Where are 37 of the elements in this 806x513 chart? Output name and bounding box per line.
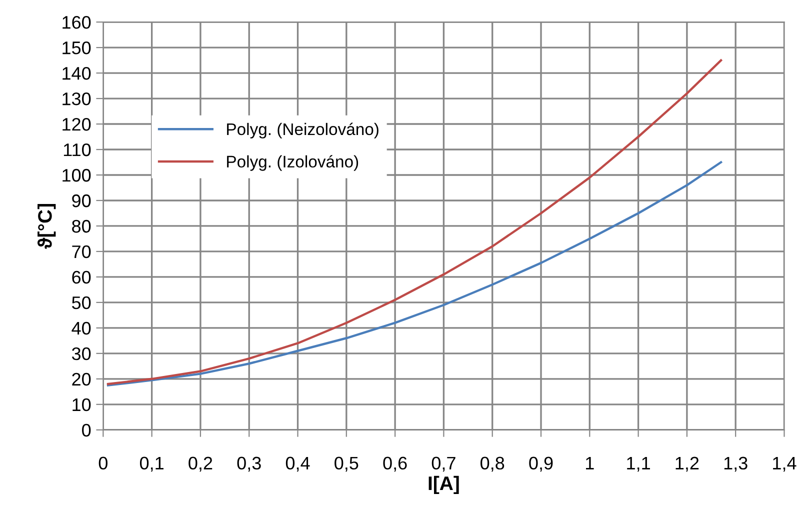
x-tick-label: 0,7 [432, 456, 456, 472]
x-tick-label: 0,2 [188, 456, 212, 472]
x-tick-label: 0,6 [383, 456, 407, 472]
y-tick-label: 60 [72, 270, 91, 284]
x-tick-label: 0,3 [237, 456, 261, 472]
y-tick-label: 20 [72, 372, 91, 386]
y-tick-label: 130 [62, 92, 91, 106]
y-tick-label: 120 [62, 118, 91, 131]
x-axis-title: I[A] [428, 476, 459, 494]
x-tick-label: 0,5 [334, 456, 358, 472]
y-tick-label: 90 [72, 194, 91, 208]
x-tick-label: 1,1 [627, 456, 650, 472]
x-tick-label: 1 [586, 456, 594, 470]
y-tick-label: 150 [62, 41, 91, 54]
x-tick-label: 1,4 [773, 456, 796, 472]
y-tick-label: 100 [62, 168, 91, 182]
line-series [106, 59, 722, 386]
y-tick-label: 30 [72, 347, 91, 360]
y-tick-label: 140 [62, 66, 91, 80]
y-tick-label: 110 [64, 143, 91, 156]
x-tick-label: 0,4 [286, 456, 310, 472]
x-tick-label: 0,1 [140, 456, 164, 472]
y-tick-label: 70 [72, 245, 91, 258]
y-tick-label: 50 [72, 296, 91, 310]
y-tick-label: 10 [72, 398, 91, 412]
y-tick-label: 0 [82, 424, 91, 437]
legend-label: Polyg. (Neizolováno) [227, 122, 378, 138]
y-tick-label: 80 [72, 220, 91, 233]
y-axis-title: ϑ[°C] [37, 204, 56, 249]
x-tick-label: 1,3 [724, 456, 748, 472]
x-tick-label: 0,9 [529, 456, 553, 472]
x-tick-label: 0 [98, 456, 108, 470]
y-tick-label: 40 [72, 322, 91, 335]
x-tick-label: 0,8 [480, 456, 504, 472]
x-tick-label: 1,2 [676, 456, 699, 472]
legend-label: Polyg. (Izolováno) [227, 155, 358, 171]
y-tick-label: 160 [62, 16, 91, 29]
